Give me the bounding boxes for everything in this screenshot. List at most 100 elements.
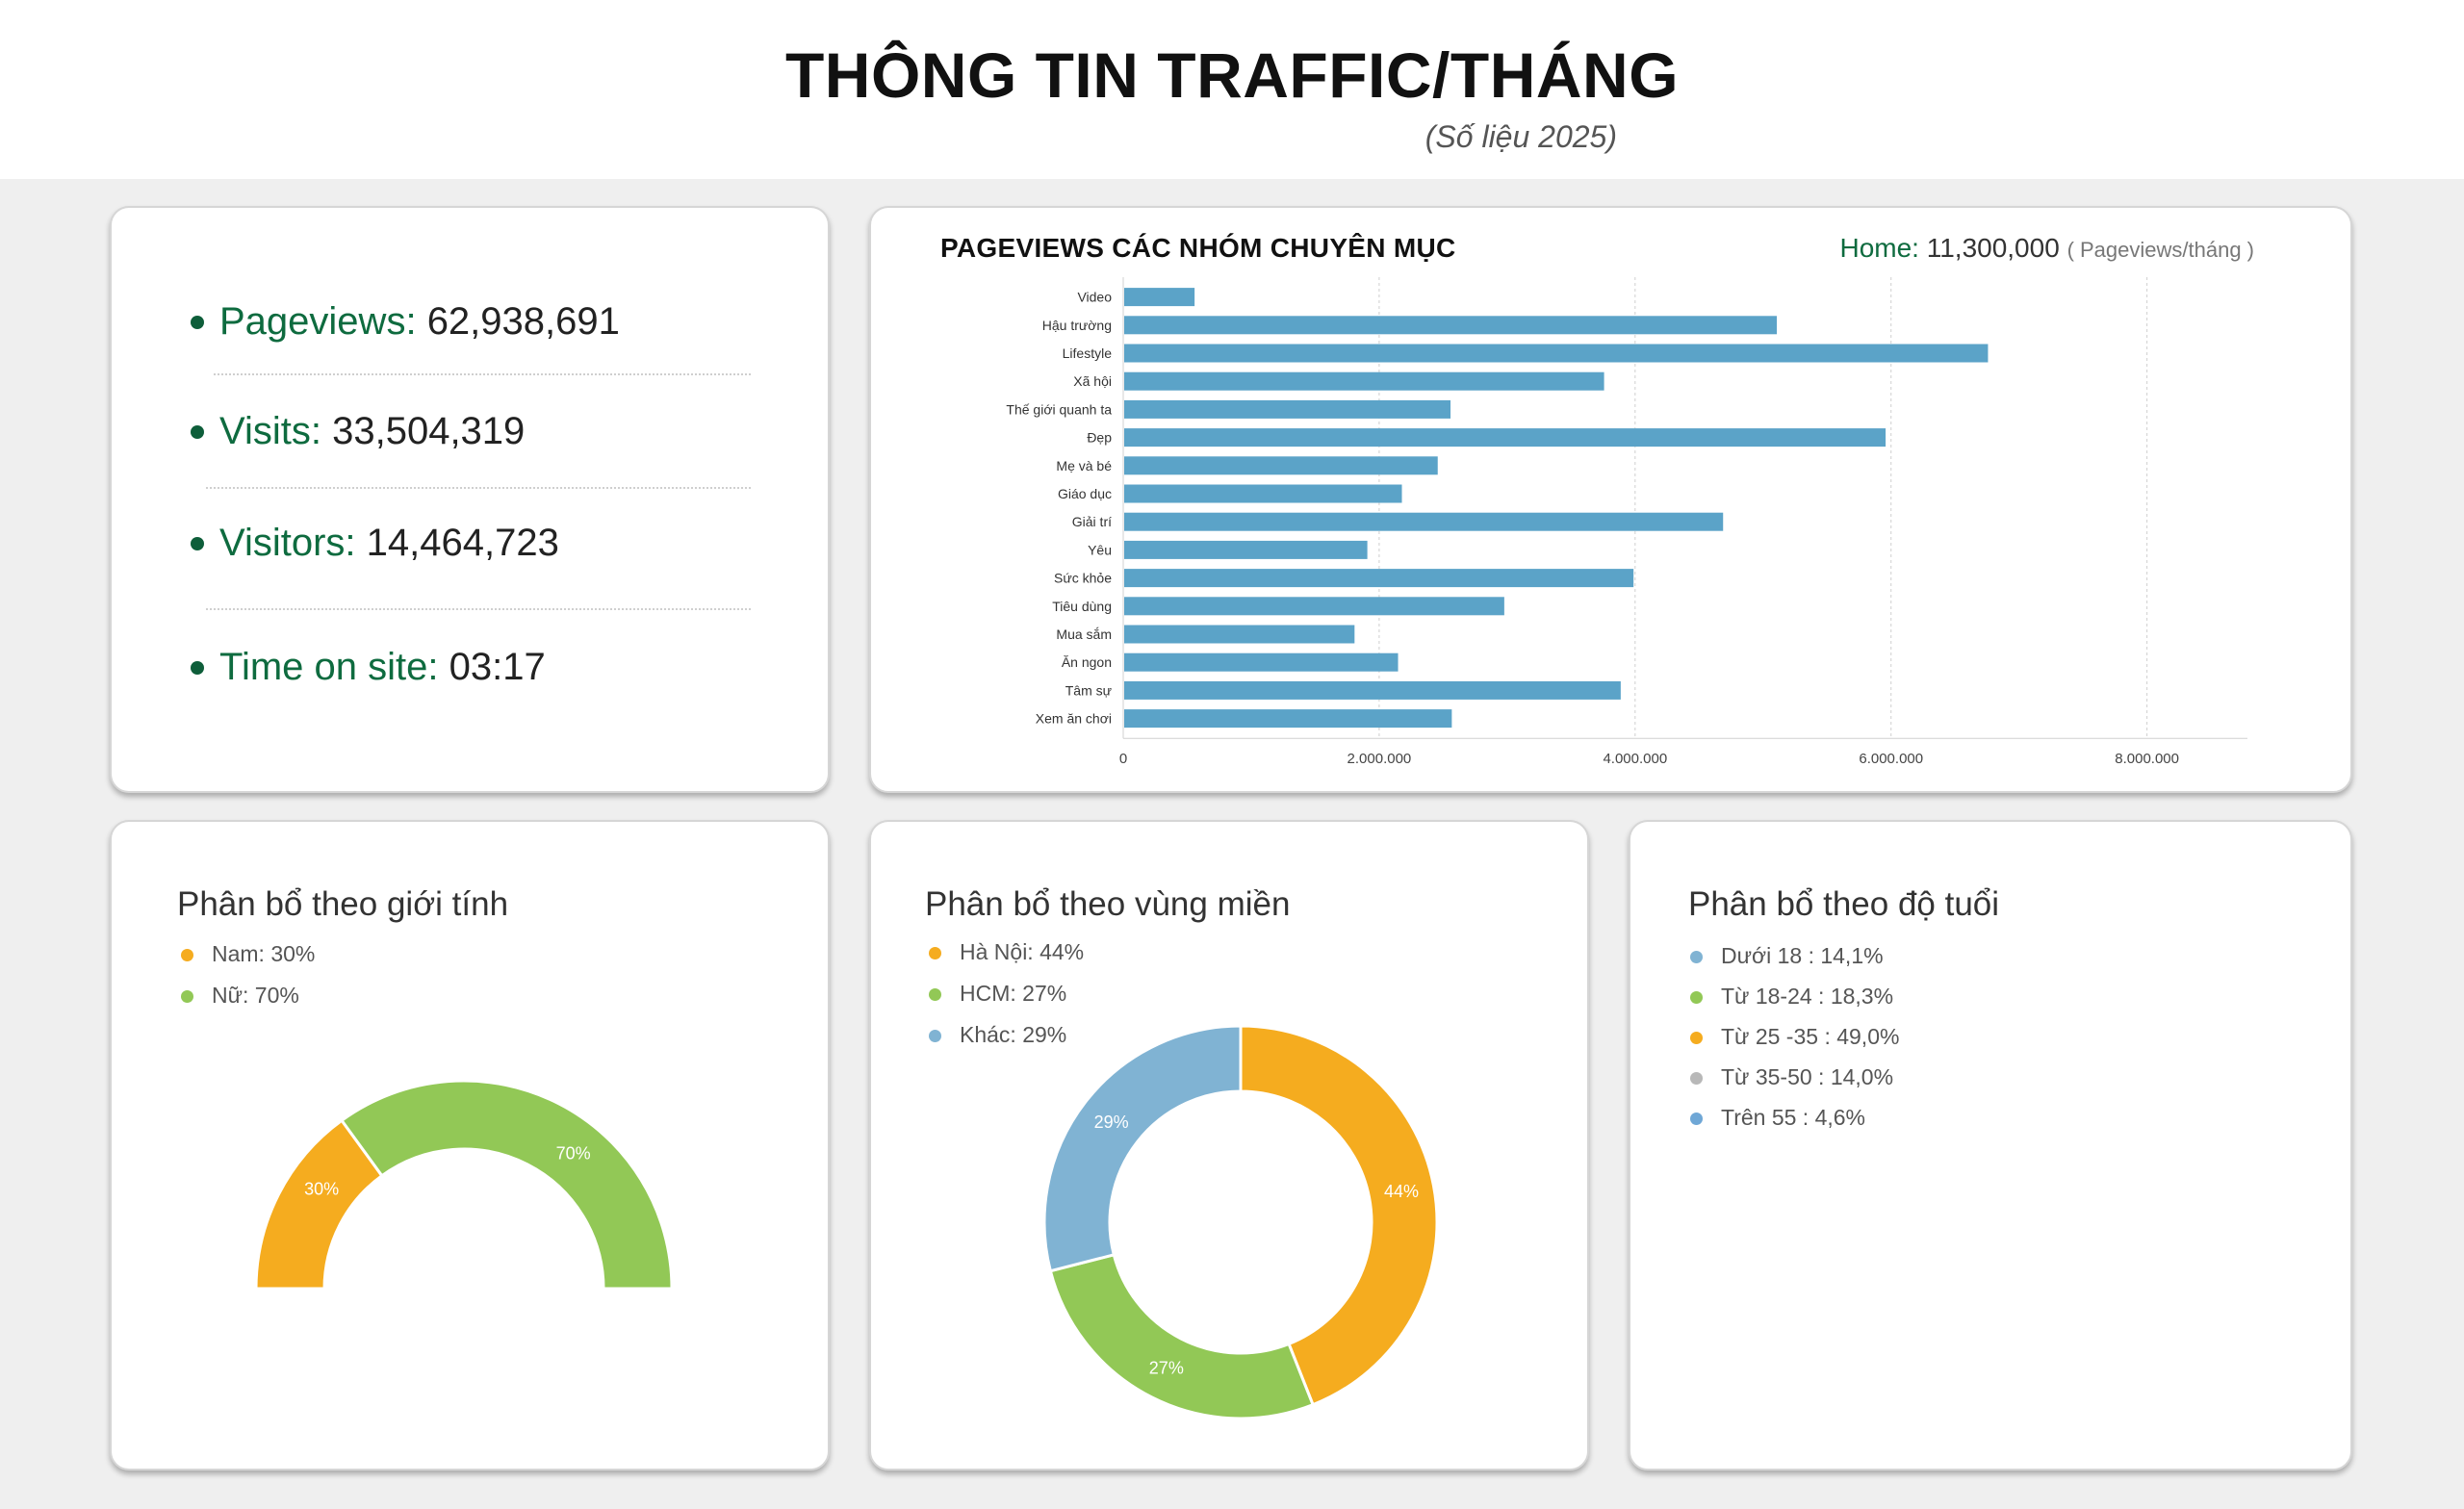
legend-item: Nữ: 70% xyxy=(179,983,315,1024)
legend-item: Khác: 29% xyxy=(927,1022,1084,1063)
bar xyxy=(1124,652,1399,672)
legend-label: Hà Nội: 44% xyxy=(960,939,1085,964)
region-segment xyxy=(1048,1252,1316,1420)
legend-item: Từ 25 -35 : 49,0% xyxy=(1688,1024,1899,1064)
bar xyxy=(1124,540,1368,559)
stat-value: 33,504,319 xyxy=(332,410,526,452)
page-subtitle: (Số liệu 2025) xyxy=(1424,119,1617,154)
legend-dot-icon xyxy=(929,988,941,1001)
home-unit: ( Pageviews/tháng ) xyxy=(2066,238,2254,262)
legend-dot-icon xyxy=(929,1030,941,1042)
region-segment xyxy=(1239,1024,1439,1407)
region-donut-chart: 44% 27% 29% xyxy=(1042,1024,1439,1420)
bar xyxy=(1124,625,1355,644)
bar xyxy=(1124,484,1402,503)
home-value: 11,300,000 xyxy=(1926,233,2060,263)
region-value-label: 29% xyxy=(1094,1113,1129,1132)
age-legend: Dưới 18 : 14,1% Từ 18-24 : 18,3% Từ 25 -… xyxy=(1688,943,1899,1145)
legend-item: Từ 18-24 : 18,3% xyxy=(1688,984,1899,1024)
bar xyxy=(1124,512,1724,531)
category-label: Xã hội xyxy=(1073,373,1112,389)
legend-label: Trên 55 : 4,6% xyxy=(1721,1105,1866,1130)
region-card: Phân bổ theo vùng miền Hà Nội: 44% HCM: … xyxy=(869,820,1589,1471)
region-legend: Hà Nội: 44% HCM: 27% Khác: 29% xyxy=(927,939,1084,1063)
gender-semi-donut-chart: 30% 70% xyxy=(254,1079,674,1291)
bar xyxy=(1124,456,1438,475)
home-pageviews: Home: 11,300,000 ( Pageviews/tháng ) xyxy=(1839,233,2254,264)
category-label: Giải trí xyxy=(1072,514,1112,529)
category-label: Xem ăn chơi xyxy=(1036,711,1112,727)
traffic-stats-card: Pageviews: 62,938,691 Visits: 33,504,319… xyxy=(110,206,830,793)
stat-visitors: Visitors: 14,464,723 xyxy=(191,522,559,565)
x-tick-label: 6.000.000 xyxy=(1859,751,1923,767)
gender-legend: Nam: 30% Nữ: 70% xyxy=(179,941,315,1024)
category-label: Mẹ và bé xyxy=(1056,458,1112,473)
stat-time-on-site: Time on site: 03:17 xyxy=(191,646,546,689)
category-label: Giáo dục xyxy=(1058,486,1112,501)
legend-label: Nữ: 70% xyxy=(212,983,299,1008)
age-card: Phân bổ theo độ tuổi Dưới 18 : 14,1% Từ … xyxy=(1629,820,2352,1471)
legend-label: Khác: 29% xyxy=(960,1022,1067,1047)
stat-label: Time on site: xyxy=(219,646,439,688)
bar xyxy=(1124,288,1195,307)
stat-value: 62,938,691 xyxy=(426,300,620,343)
stat-value: 03:17 xyxy=(449,646,546,688)
bar xyxy=(1124,399,1451,419)
chart-title: PAGEVIEWS CÁC NHÓM CHUYÊN MỤC xyxy=(940,233,1456,263)
category-label: Tâm sự xyxy=(1065,682,1112,698)
gender-value-label: 70% xyxy=(556,1144,591,1164)
category-pageviews-card: PAGEVIEWS CÁC NHÓM CHUYÊN MỤC Home: 11,3… xyxy=(869,206,2352,793)
divider xyxy=(206,487,751,489)
legend-dot-icon xyxy=(1690,951,1703,963)
legend-item: Dưới 18 : 14,1% xyxy=(1688,943,1899,984)
stat-label: Visitors: xyxy=(219,522,356,564)
bar xyxy=(1124,428,1886,448)
section-title: Phân bổ theo vùng miền xyxy=(925,885,1291,923)
divider xyxy=(214,373,751,375)
x-tick-label: 0 xyxy=(1119,751,1127,767)
bar-chart: 0 2.000.000 4.000.000 6.000.000 8.000.000 Vid… xyxy=(1006,277,2247,767)
region-value-label: 44% xyxy=(1384,1182,1419,1201)
bullet-icon xyxy=(191,316,204,329)
stat-label: Visits: xyxy=(219,410,321,452)
stat-visits: Visits: 33,504,319 xyxy=(191,410,526,453)
page-title: THÔNG TIN TRAFFIC/THÁNG xyxy=(784,39,1680,111)
bullet-icon xyxy=(191,661,204,675)
legend-label: Từ 18-24 : 18,3% xyxy=(1721,984,1894,1009)
stat-value: 14,464,723 xyxy=(366,522,559,564)
category-label: Yêu xyxy=(1088,542,1112,557)
x-tick-label: 2.000.000 xyxy=(1348,751,1412,767)
bar xyxy=(1124,680,1621,700)
category-label: Ăn ngon xyxy=(1062,654,1112,670)
category-label: Đẹp xyxy=(1087,430,1112,446)
x-tick-label: 4.000.000 xyxy=(1603,751,1667,767)
legend-item: HCM: 27% xyxy=(927,981,1084,1022)
legend-dot-icon xyxy=(1690,991,1703,1004)
legend-dot-icon xyxy=(181,990,193,1003)
legend-label: Từ 25 -35 : 49,0% xyxy=(1721,1024,1900,1049)
section-title: Phân bổ theo giới tính xyxy=(177,885,509,923)
page-header: THÔNG TIN TRAFFIC/THÁNG (Số liệu 2025) xyxy=(0,0,2464,179)
gender-value-label: 30% xyxy=(304,1179,339,1198)
bullet-icon xyxy=(191,537,204,550)
legend-dot-icon xyxy=(929,947,941,959)
section-title: Phân bổ theo độ tuổi xyxy=(1688,885,2000,923)
legend-dot-icon xyxy=(1690,1072,1703,1085)
category-label: Sức khỏe xyxy=(1054,571,1112,586)
legend-dot-icon xyxy=(1690,1113,1703,1125)
bar xyxy=(1124,709,1452,729)
category-label: Mua sắm xyxy=(1056,627,1112,642)
legend-label: Nam: 30% xyxy=(212,941,316,966)
category-label: Thế giới quanh ta xyxy=(1006,401,1112,417)
legend-label: HCM: 27% xyxy=(960,981,1067,1006)
category-label: Lifestyle xyxy=(1063,345,1113,361)
legend-item: Hà Nội: 44% xyxy=(927,939,1084,981)
region-segment xyxy=(1042,1024,1243,1273)
gender-segment xyxy=(339,1079,674,1291)
legend-item: Trên 55 : 4,6% xyxy=(1688,1105,1899,1145)
bullet-icon xyxy=(191,425,204,439)
legend-item: Từ 35-50 : 14,0% xyxy=(1688,1064,1899,1105)
legend-label: Từ 35-50 : 14,0% xyxy=(1721,1064,1894,1089)
region-value-label: 27% xyxy=(1149,1358,1184,1377)
bar xyxy=(1124,316,1778,335)
